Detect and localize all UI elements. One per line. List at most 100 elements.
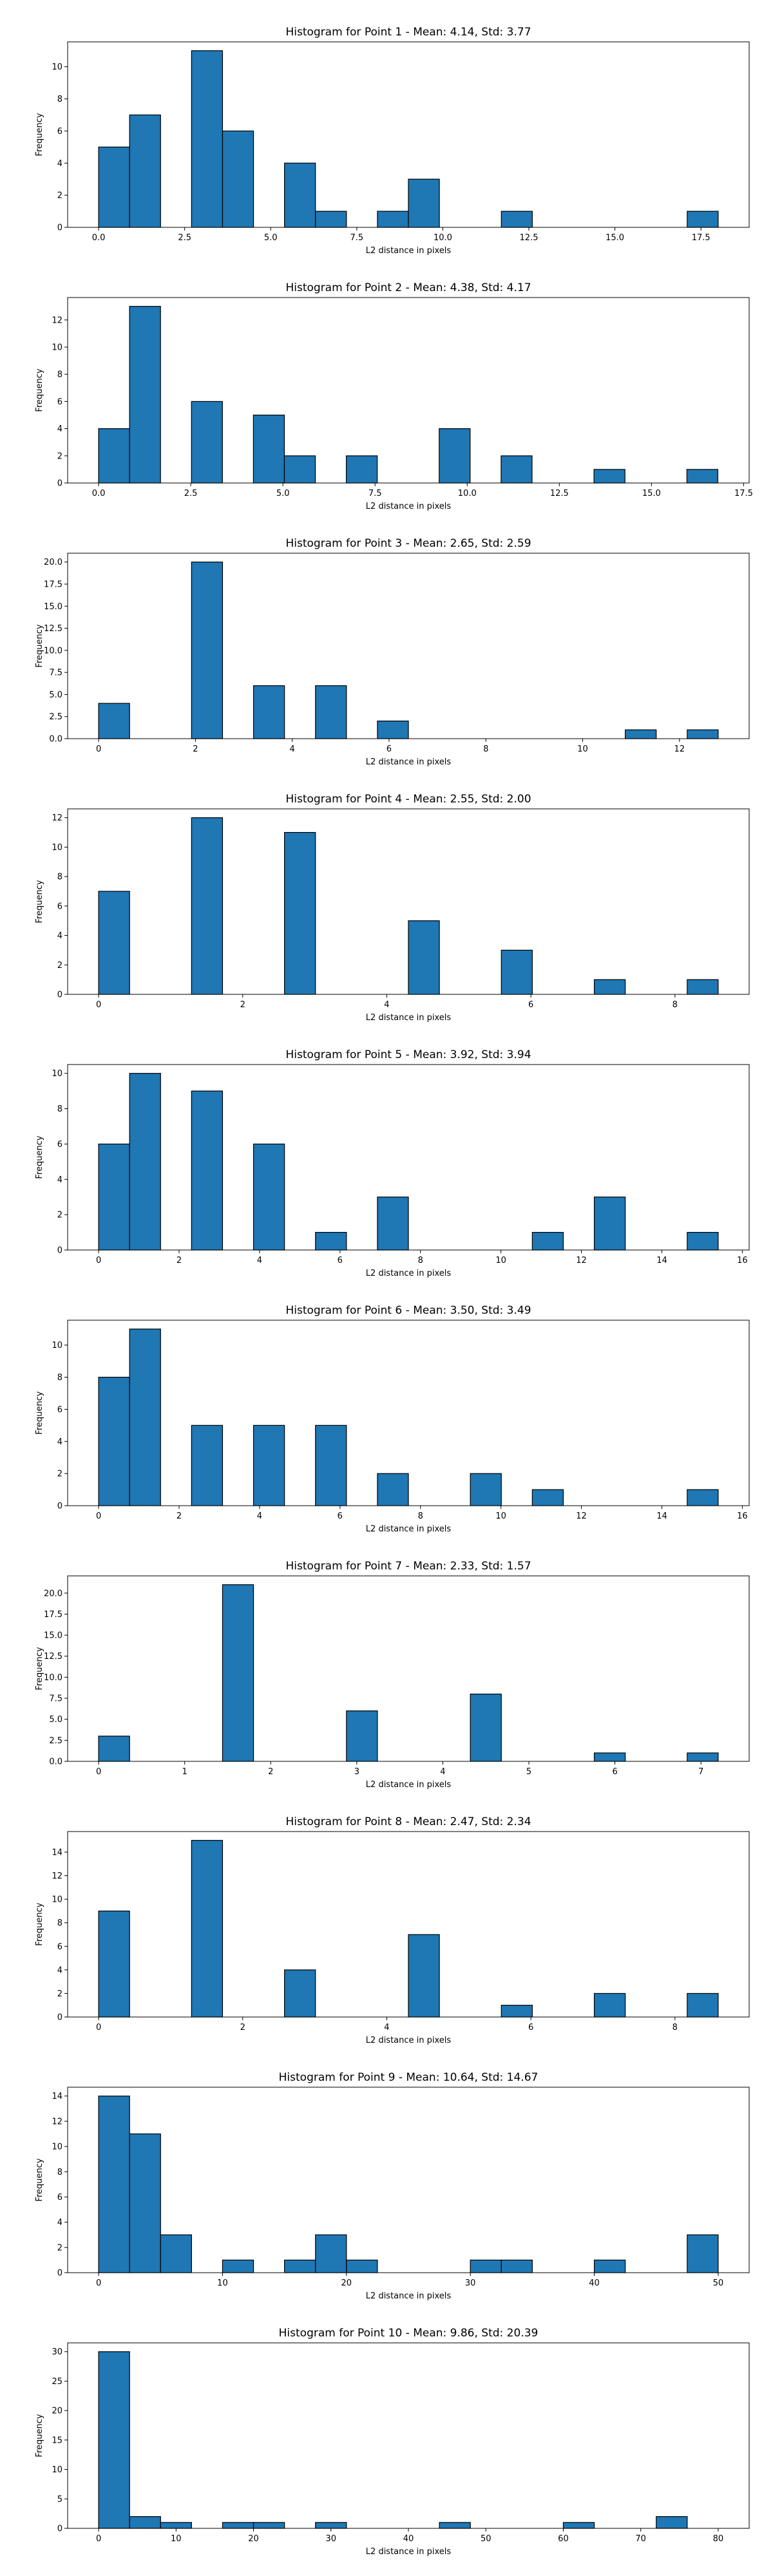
histogram-bar: [470, 1473, 502, 1506]
y-tick-label: 15.0: [44, 1631, 62, 1641]
y-tick-label: 4: [57, 1175, 62, 1185]
histogram-panel-2: Histogram for Point 2 - Mean: 4.38, Std:…: [35, 281, 753, 511]
x-tick-label: 40: [589, 2278, 600, 2288]
y-tick-label: 2: [57, 1211, 62, 1220]
histogram-bar: [501, 949, 533, 995]
histogram-bar: [687, 1231, 719, 1251]
y-tick-label: 0: [57, 1502, 62, 1511]
x-tick-label: 30: [325, 2534, 336, 2544]
histogram-bar: [687, 1489, 719, 1506]
histogram-bar: [686, 469, 718, 484]
y-tick-label: 6: [57, 1140, 62, 1150]
histogram-bar: [253, 1143, 285, 1251]
histogram-bar: [377, 1473, 409, 1506]
axes-frame: [67, 297, 750, 484]
y-axis-label: Frequency: [35, 1647, 44, 1690]
x-tick-label: 0: [96, 2023, 101, 2032]
histogram-bar: [284, 162, 316, 228]
y-tick-label: 2.5: [49, 712, 62, 722]
histogram-bar: [315, 211, 347, 228]
histogram-panel-6: Histogram for Point 6 - Mean: 3.50, Std:…: [35, 1304, 750, 1534]
x-tick-label: 8: [673, 1000, 678, 1010]
x-tick-label: 4: [440, 1767, 445, 1777]
y-tick-label: 2.5: [49, 1736, 62, 1746]
y-tick-label: 0.0: [49, 1757, 62, 1767]
x-axis-label: L2 distance in pixels: [366, 1780, 452, 1790]
x-tick-label: 0.0: [92, 489, 106, 498]
x-axis-label: L2 distance in pixels: [366, 1269, 452, 1278]
y-tick-label: 17.5: [44, 1610, 62, 1620]
x-tick-label: 12: [576, 1256, 587, 1265]
histogram-bar: [129, 2516, 161, 2529]
histogram-bar: [531, 1489, 564, 1506]
x-tick-label: 2: [240, 1000, 245, 1010]
x-tick-label: 8: [418, 1511, 423, 1521]
histogram-panel-9: Histogram for Point 9 - Mean: 10.64, Std…: [35, 2071, 750, 2301]
y-tick-label: 5.0: [49, 690, 62, 700]
histogram-bar: [129, 114, 161, 228]
histogram-bar: [98, 1376, 130, 1506]
y-tick-label: 8: [57, 370, 62, 380]
y-tick-label: 20.0: [44, 1589, 62, 1598]
y-tick-label: 12.5: [44, 624, 62, 634]
histogram-panel-8: Histogram for Point 8 - Mean: 2.47, Std:…: [35, 1815, 750, 2045]
axes-frame: [67, 1831, 750, 2018]
histogram-bar: [439, 2522, 471, 2529]
y-tick-label: 5: [57, 2495, 62, 2505]
histogram-bar: [531, 1231, 564, 1251]
y-axis-label: Frequency: [35, 1902, 44, 1946]
histogram-bar: [470, 2259, 502, 2273]
y-tick-label: 0.0: [49, 735, 62, 744]
y-tick-label: 6: [57, 2193, 62, 2202]
y-tick-label: 0: [57, 2013, 62, 2023]
x-tick-label: 0: [96, 1256, 101, 1265]
x-tick-label: 14: [656, 1511, 667, 1521]
histogram-bar: [687, 1752, 719, 1762]
y-tick-label: 8: [57, 1104, 62, 1114]
histogram-bar: [470, 1693, 502, 1762]
x-tick-label: 8: [483, 744, 488, 754]
histogram-bar: [98, 1910, 130, 2018]
x-tick-label: 30: [465, 2278, 476, 2288]
y-tick-label: 8: [57, 873, 62, 882]
y-tick-label: 12: [52, 1871, 62, 1881]
x-tick-label: 15.0: [642, 489, 661, 498]
x-tick-label: 17.5: [692, 233, 711, 243]
histogram-bar: [191, 1840, 224, 2018]
histogram-bar: [346, 2259, 378, 2273]
histogram-bar: [284, 1969, 316, 2018]
x-tick-label: 2: [240, 2023, 245, 2032]
x-axis-label: L2 distance in pixels: [366, 502, 452, 511]
axes-frame: [67, 41, 750, 228]
histogram-bar: [160, 2234, 192, 2273]
histogram-bar: [253, 1425, 285, 1506]
histogram-bar: [439, 428, 471, 484]
chart-title: Histogram for Point 6 - Mean: 3.50, Std:…: [285, 1304, 531, 1317]
histogram-bar: [129, 1073, 161, 1251]
histogram-bar: [345, 455, 378, 484]
x-tick-label: 2.5: [184, 489, 198, 498]
axes-frame: [67, 2342, 750, 2529]
axes-frame: [67, 1320, 750, 1506]
histogram-bar: [191, 562, 224, 739]
x-tick-label: 20: [341, 2278, 352, 2288]
histogram-bar: [593, 1993, 626, 2018]
y-tick-label: 10: [52, 343, 62, 353]
x-tick-label: 6: [612, 1767, 617, 1777]
histogram-bar: [408, 1934, 440, 2018]
x-tick-label: 5: [526, 1767, 531, 1777]
y-axis-label: Frequency: [35, 368, 44, 412]
x-tick-label: 0: [96, 1767, 101, 1777]
axes-frame: [67, 2087, 750, 2273]
y-tick-label: 2: [57, 1470, 62, 1479]
x-tick-label: 10.0: [434, 233, 452, 243]
x-tick-label: 7.5: [368, 489, 382, 498]
y-tick-label: 12: [52, 316, 62, 325]
x-tick-label: 6: [386, 744, 392, 754]
x-tick-label: 40: [403, 2534, 414, 2544]
x-tick-label: 10.0: [458, 489, 477, 498]
y-tick-label: 20: [52, 2407, 62, 2416]
y-tick-label: 25: [52, 2377, 62, 2387]
y-tick-label: 8: [57, 1918, 62, 1928]
